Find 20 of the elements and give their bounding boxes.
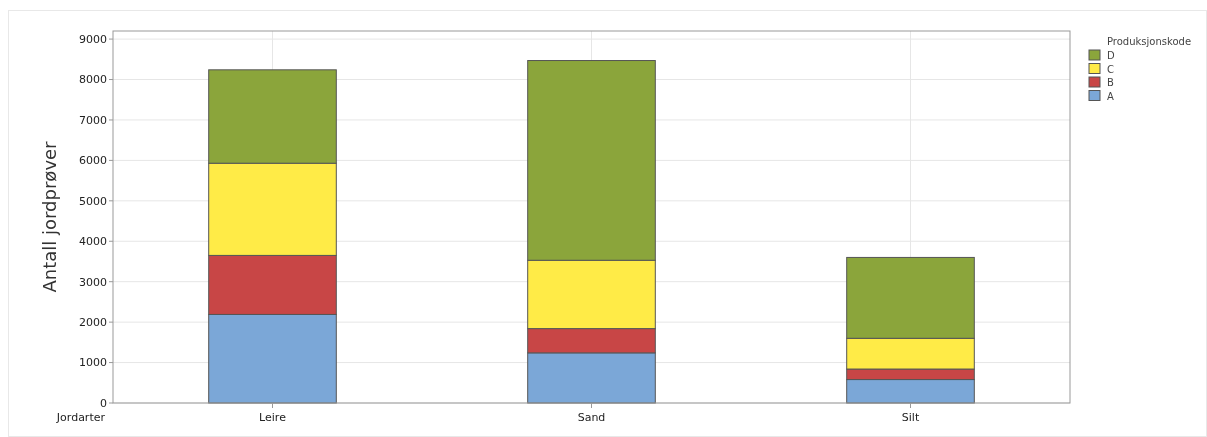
legend-label: C (1107, 63, 1114, 75)
legend-label: A (1107, 90, 1114, 102)
y-tick-label: 3000 (79, 275, 107, 289)
y-tick-label: 5000 (79, 194, 107, 208)
x-tick-label: Silt (901, 411, 920, 424)
x-axis-title: Jordarter (55, 411, 106, 424)
y-axis-title: Antall jordprøver (39, 140, 60, 293)
x-tick-label: Sand (577, 411, 606, 424)
y-tick-label: 9000 (79, 32, 107, 46)
y-tick-label: 4000 (79, 235, 107, 249)
legend-label: D (1107, 50, 1115, 61)
x-tick-label: Leire (259, 411, 287, 424)
y-tick-label: 8000 (79, 73, 107, 87)
legend-title: Produksjonskode (1107, 36, 1192, 47)
legend-label: B (1107, 77, 1114, 88)
y-tick-label: 2000 (79, 315, 107, 329)
y-tick-label: 6000 (79, 154, 107, 168)
y-tick-label: 7000 (79, 113, 107, 127)
y-tick-label: 0 (100, 396, 107, 410)
y-tick-label: 1000 (79, 356, 107, 370)
